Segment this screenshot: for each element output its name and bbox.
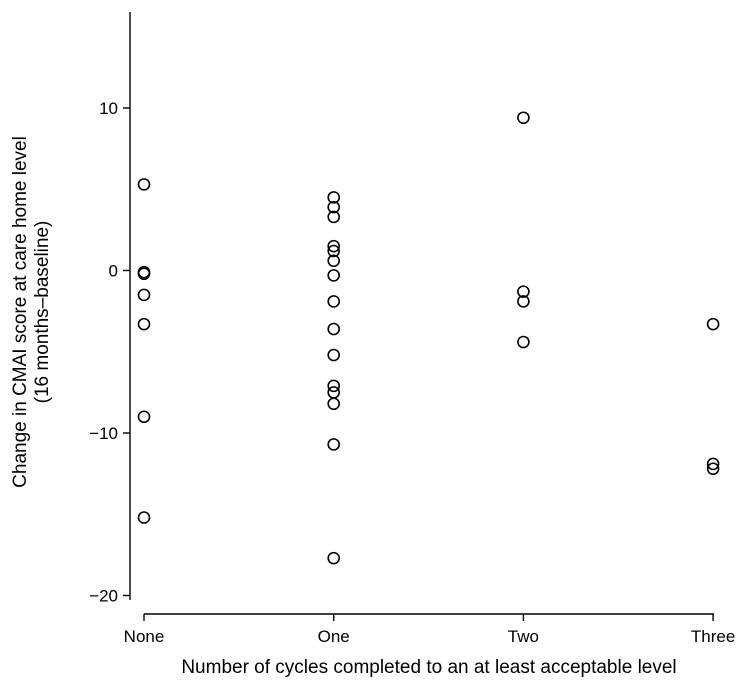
y-tick-label: 10 bbox=[99, 99, 118, 118]
x-axis: None One Two Three bbox=[124, 613, 735, 646]
y-ticks: 10 0 −10 −20 bbox=[89, 99, 130, 606]
data-point bbox=[137, 317, 151, 331]
data-point bbox=[327, 295, 341, 308]
x-ticks: None One Two Three bbox=[124, 614, 735, 646]
data-point bbox=[137, 288, 151, 302]
data-point bbox=[327, 254, 341, 268]
data-point bbox=[327, 244, 341, 258]
data-point bbox=[327, 191, 341, 204]
data-point bbox=[137, 267, 151, 281]
data-point bbox=[327, 551, 341, 565]
data-point bbox=[517, 111, 530, 125]
data-point bbox=[517, 335, 530, 349]
y-axis-title-line-1: Change in CMAI score at care home level bbox=[10, 136, 31, 488]
data-point bbox=[327, 397, 341, 411]
data-points bbox=[137, 111, 720, 565]
y-tick-label: 0 bbox=[109, 262, 118, 281]
y-tick-label: −10 bbox=[89, 424, 118, 443]
data-point bbox=[517, 295, 530, 308]
y-tick-label: −20 bbox=[89, 587, 118, 606]
x-tick-label: None bbox=[124, 627, 165, 646]
y-axis-title: Change in CMAI score at care home level … bbox=[10, 136, 53, 488]
data-point bbox=[327, 386, 341, 399]
data-point bbox=[327, 322, 341, 336]
x-axis-title: Number of cycles completed to an at leas… bbox=[181, 657, 676, 678]
y-axis: 10 0 −10 −20 bbox=[89, 12, 131, 606]
data-point bbox=[517, 285, 530, 298]
data-point bbox=[327, 269, 341, 282]
data-point bbox=[137, 178, 151, 191]
data-point bbox=[327, 239, 341, 253]
data-point bbox=[327, 348, 341, 362]
data-point bbox=[706, 462, 720, 476]
y-axis-title-line-2: (16 months–baseline) bbox=[32, 221, 53, 404]
data-point bbox=[706, 457, 720, 471]
x-tick-label: Three bbox=[691, 627, 735, 646]
data-point bbox=[327, 438, 341, 451]
data-point bbox=[327, 210, 341, 224]
data-point bbox=[137, 511, 151, 524]
data-point bbox=[327, 200, 341, 214]
data-point bbox=[706, 317, 720, 331]
data-point bbox=[327, 379, 341, 393]
x-tick-label: Two bbox=[508, 627, 539, 646]
data-point bbox=[137, 410, 151, 424]
x-tick-label: One bbox=[318, 627, 350, 646]
